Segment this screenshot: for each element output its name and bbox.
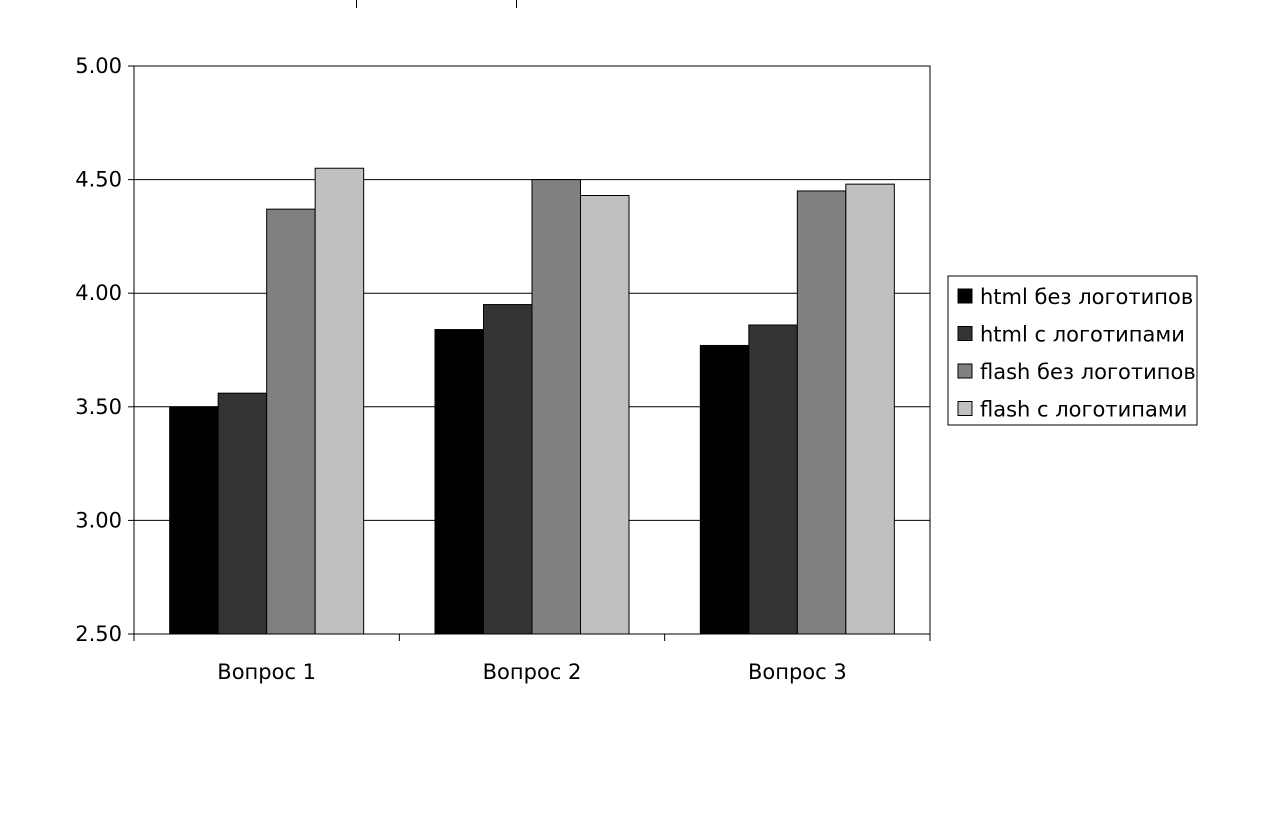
x-axis: Вопрос 1 Вопрос 2 Вопрос 3: [133, 634, 931, 684]
bar: [169, 406, 219, 635]
legend-label: flash без логотипов: [980, 360, 1196, 384]
top-tick-mark-right: [516, 0, 517, 8]
legend-swatch: [957, 288, 973, 304]
legend-label: html с логотипами: [980, 323, 1185, 347]
bar: [217, 392, 268, 635]
y-axis-tick-labels: 2.50 3.00 3.50 4.00 4.50 5.00: [75, 54, 134, 646]
x-tick-label: Вопрос 3: [748, 660, 847, 684]
bar: [748, 324, 798, 635]
legend-swatch: [957, 363, 973, 379]
bar: [845, 183, 895, 635]
bar: [314, 167, 365, 635]
bar: [531, 179, 581, 635]
y-tick-label: 3.00: [75, 508, 122, 532]
bars: [169, 167, 895, 635]
plot-area-border: [133, 65, 931, 635]
legend-label: html без логотипов: [980, 285, 1193, 309]
y-tick-label: 4.00: [75, 281, 122, 305]
y-tick-label: 5.00: [75, 54, 122, 78]
x-tick-label: Вопрос 2: [483, 660, 582, 684]
y-tick-label: 4.50: [75, 168, 122, 192]
y-tick-label: 3.50: [75, 395, 122, 419]
legend: html без логотипов html с логотипами flash…: [947, 275, 1198, 426]
x-tick-label: Вопрос 1: [217, 660, 316, 684]
legend-swatch: [957, 326, 973, 341]
bar: [483, 304, 533, 635]
bar: [796, 190, 847, 635]
bar: [434, 329, 484, 635]
bar: [699, 344, 750, 635]
bar: [266, 208, 316, 635]
legend-swatch: [957, 401, 973, 416]
top-tick-mark-left: [356, 0, 357, 8]
y-tick-label: 2.50: [75, 622, 122, 646]
legend-label: flash с логотипами: [980, 398, 1187, 422]
legend-box: [947, 275, 1198, 426]
bar: [580, 195, 630, 635]
